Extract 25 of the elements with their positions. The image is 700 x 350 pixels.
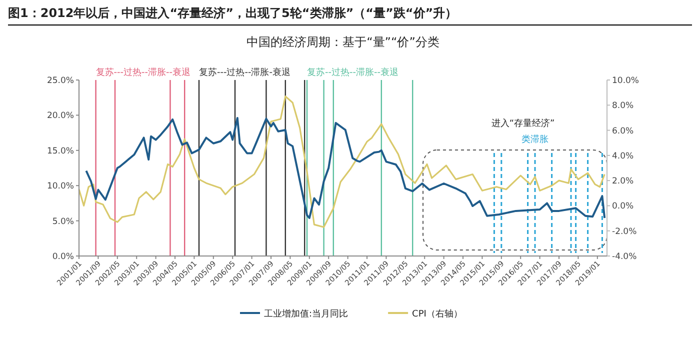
- chart-title: 图1：2012年以后，中国进入“存量经济”，出现了5轮“类滞胀”（“量”跌“价”升）: [8, 6, 458, 20]
- y2-tick-label: 6.0%: [612, 126, 634, 136]
- chart-subtitle: 中国的经济周期：基于“量”“价”分类: [246, 35, 440, 49]
- y-tick-label: 20.0%: [46, 111, 74, 122]
- y2-tick-label: 2.0%: [612, 176, 634, 187]
- legend-label: 工业增加值:当月同比: [264, 308, 348, 320]
- y-tick-label: 15.0%: [46, 146, 74, 156]
- ref-line-label: 复苏---过热--滞胀--衰退: [96, 67, 191, 78]
- y-tick-label: 10.0%: [46, 182, 74, 192]
- line-series: [78, 96, 606, 228]
- annotation: 进入“存量经济”: [491, 118, 555, 129]
- y2-tick-label: 10.0%: [612, 76, 640, 86]
- y-tick-label: 5.0%: [52, 216, 74, 227]
- ref-line-label: 复苏--过热--滞胀--衰退: [307, 67, 398, 78]
- ref-line-label: 复苏---过热--滞胀-衰退: [199, 67, 290, 78]
- y2-tick-label: -2.0%: [612, 226, 637, 237]
- y2-tick-label: 4.0%: [612, 151, 634, 162]
- y2-tick-label: -4.0%: [612, 252, 637, 262]
- legend-label: CPI（右轴）: [412, 308, 462, 320]
- y2-tick-label: 0.0%: [612, 202, 634, 212]
- y-tick-label: 25.0%: [46, 76, 74, 86]
- y-tick-label: 0.0%: [52, 252, 74, 262]
- line-series: [85, 117, 606, 219]
- y2-tick-label: 8.0%: [612, 101, 634, 112]
- ref-line-label: 类滞胀: [522, 134, 548, 145]
